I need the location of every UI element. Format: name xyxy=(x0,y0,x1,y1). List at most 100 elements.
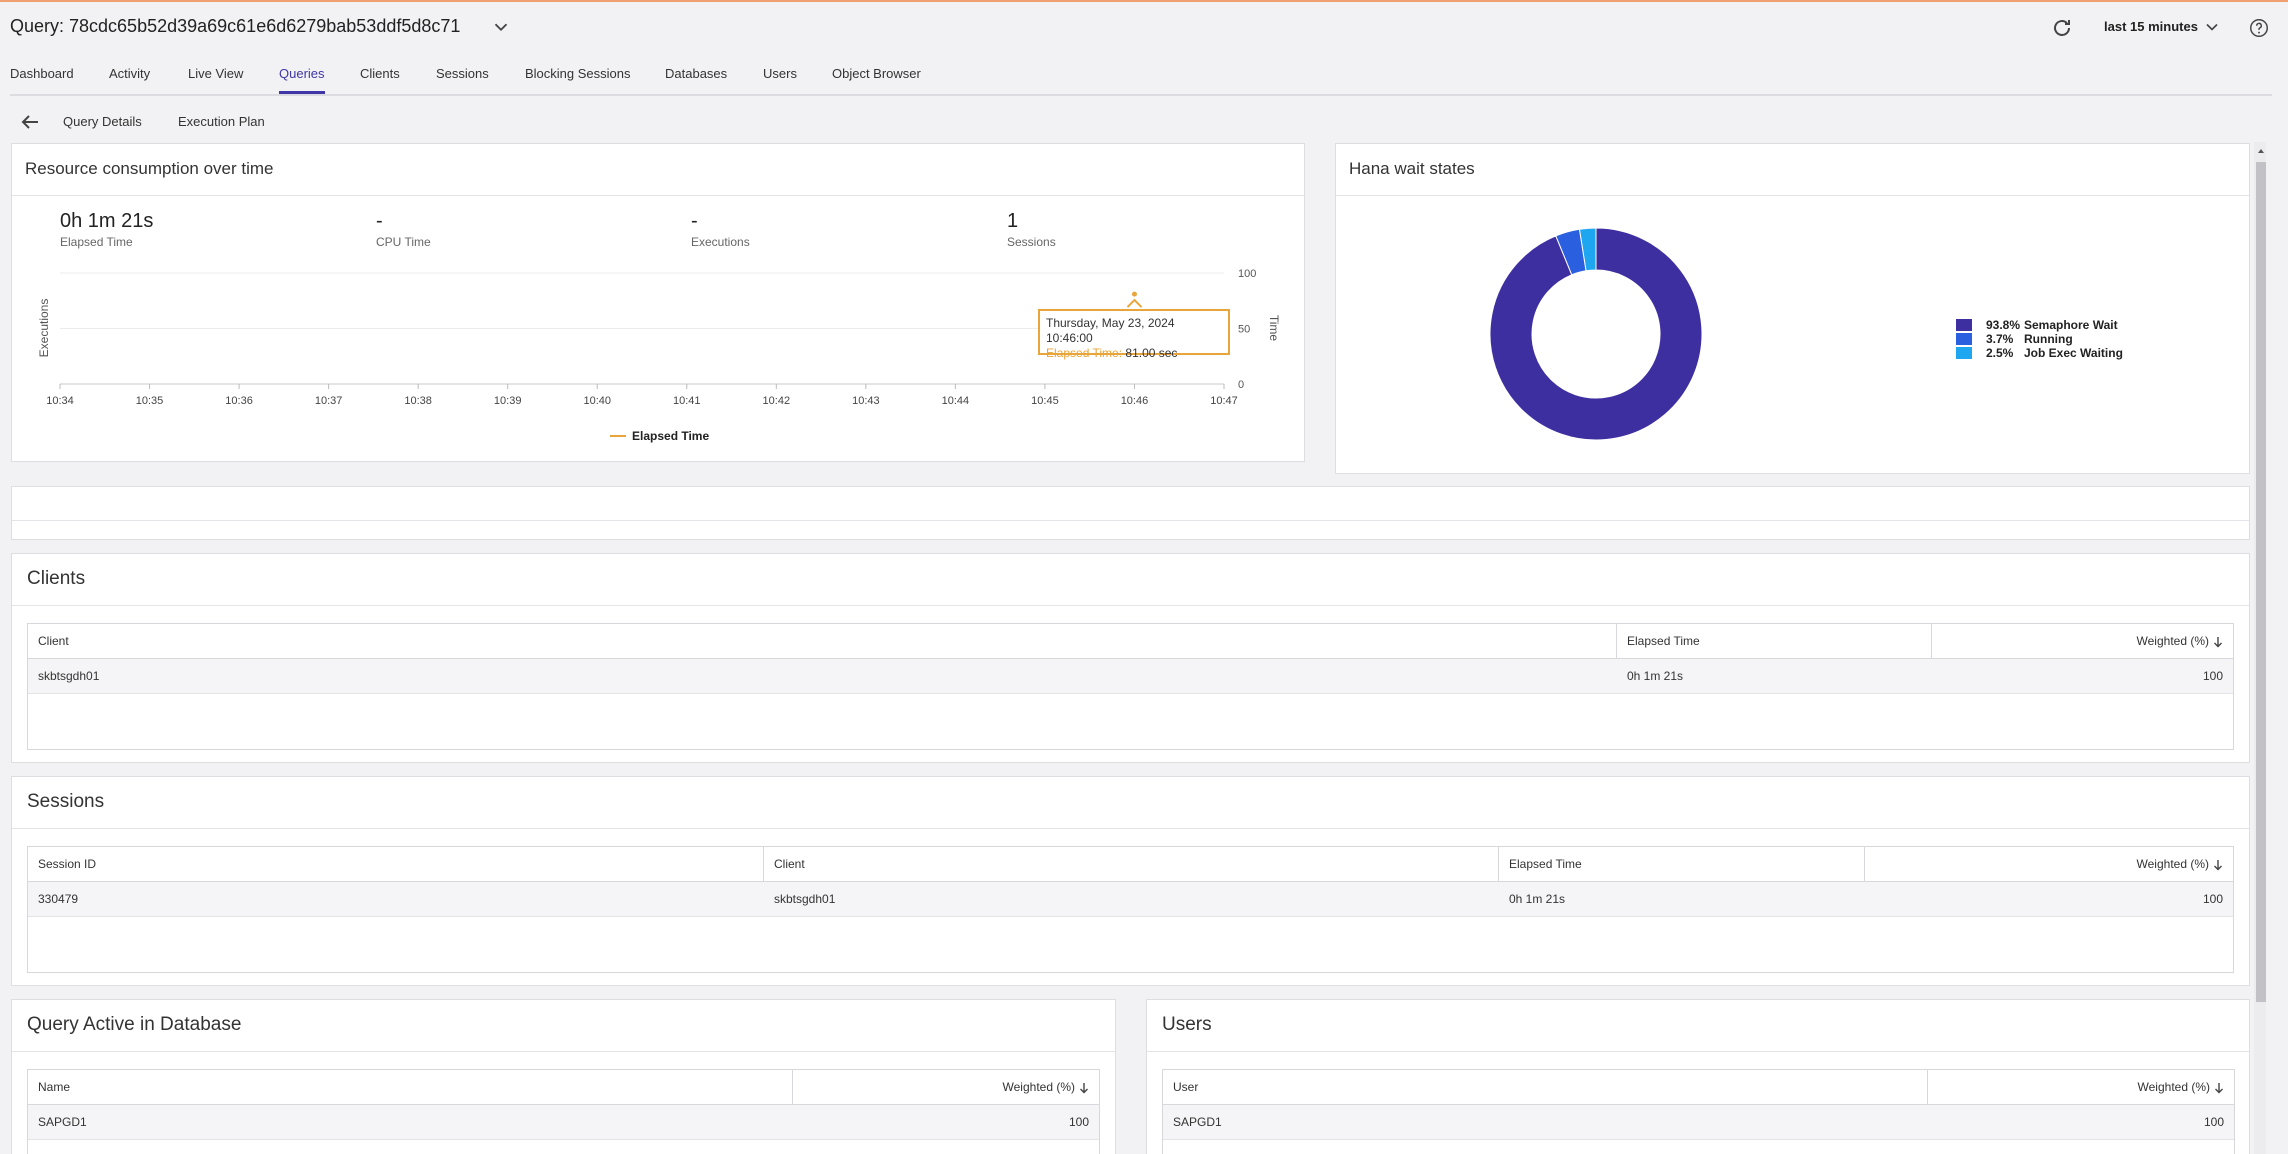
kpi-label: Elapsed Time xyxy=(60,235,133,249)
y2-tick-label: 0 xyxy=(1238,379,1244,391)
table-row[interactable]: 330479 skbtsgdh01 0h 1m 21s 100 xyxy=(28,882,2233,917)
column-header-weighted[interactable]: Weighted (%) xyxy=(1932,624,2233,659)
tooltip-date: Thursday, May 23, 2024 10:46:00 xyxy=(1046,316,1175,345)
y2-tick-label: 50 xyxy=(1238,324,1250,336)
sort-down-icon[interactable] xyxy=(1079,1082,1089,1094)
tab-activity[interactable]: Activity xyxy=(109,66,151,81)
legend-swatch xyxy=(1956,319,1972,331)
refresh-icon[interactable] xyxy=(2050,16,2074,40)
donut-legend: 93.8% Semaphore Wait 3.7% Running 2.5% Job Ex… xyxy=(1956,318,2216,369)
scrollbar-thumb[interactable] xyxy=(2256,162,2266,1002)
column-header-label: Weighted (%) xyxy=(2136,634,2209,648)
column-header-weighted[interactable]: Weighted (%) xyxy=(1928,1070,2234,1105)
tab-queries[interactable]: Queries xyxy=(279,66,325,94)
legend-percent: 3.7% xyxy=(1986,332,2014,346)
tab-clients[interactable]: Clients xyxy=(360,66,400,81)
column-header-client[interactable]: Client xyxy=(764,847,1499,882)
x-tick-label: 10:47 xyxy=(1210,395,1238,407)
x-tick-label: 10:38 xyxy=(404,395,432,407)
table-header: Name Weighted (%) xyxy=(28,1070,1099,1105)
x-tick-label: 10:34 xyxy=(46,395,74,407)
cell-weighted: 100 xyxy=(2203,1115,2224,1129)
chevron-down-icon[interactable] xyxy=(490,16,512,38)
cell-weighted: 100 xyxy=(1068,1115,1089,1129)
x-tick-label: 10:42 xyxy=(763,395,791,407)
kpi-executions: - Executions xyxy=(691,210,750,249)
query-db-title: Query Active in Database xyxy=(12,1000,1115,1052)
tab-sessions[interactable]: Sessions xyxy=(436,66,489,81)
subtab-query-details[interactable]: Query Details xyxy=(63,114,142,129)
kpi-value: - xyxy=(376,210,383,232)
cell-elapsed-time: 0h 1m 21s xyxy=(1509,892,1566,906)
column-header-label: Weighted (%) xyxy=(1002,1080,1075,1094)
x-tick-label: 10:45 xyxy=(1031,395,1059,407)
top-bar: Query: 78cdc65b52d39a69c61e6d6279bab53dd… xyxy=(0,2,2288,54)
cell-name: SAPGD1 xyxy=(38,1115,87,1129)
users-table: User Weighted (%) SAPGD1 100 xyxy=(1162,1069,2235,1154)
tooltip-pointer xyxy=(1126,298,1143,308)
cell-session-id: 330479 xyxy=(38,892,79,906)
clients-panel: Clients Client Elapsed Time Weighted (%)… xyxy=(11,553,2250,763)
tooltip-label: Elapsed Time: xyxy=(1046,346,1123,360)
legend-label: Running xyxy=(2024,332,2073,346)
x-tick-label: 10:44 xyxy=(942,395,970,407)
sort-down-icon[interactable] xyxy=(2213,636,2223,648)
tab-users[interactable]: Users xyxy=(763,66,797,81)
column-header-weighted[interactable]: Weighted (%) xyxy=(1865,847,2233,882)
table-header: User Weighted (%) xyxy=(1163,1070,2234,1105)
tooltip-value: 81.00 sec xyxy=(1125,346,1178,360)
kpi-value: - xyxy=(691,210,698,232)
time-range-select[interactable]: last 15 minutes xyxy=(2104,19,2198,34)
clients-table: Client Elapsed Time Weighted (%) skbtsgd… xyxy=(27,623,2234,750)
column-header-user[interactable]: User xyxy=(1163,1070,1928,1105)
tab-dashboard[interactable]: Dashboard xyxy=(10,66,74,81)
main-nav: Dashboard Activity Live View Queries Cli… xyxy=(10,64,2272,96)
column-header-elapsed-time[interactable]: Elapsed Time xyxy=(1499,847,1865,882)
scroll-up-arrow-icon[interactable] xyxy=(2256,146,2266,156)
legend-swatch xyxy=(1956,347,1972,359)
resource-panel: Resource consumption over time 0h 1m 21s… xyxy=(11,143,1305,462)
users-panel: Users User Weighted (%) SAPGD1 100 xyxy=(1146,999,2250,1154)
data-point xyxy=(1131,291,1137,297)
kpi-label: Executions xyxy=(691,235,750,249)
x-tick-label: 10:36 xyxy=(225,395,253,407)
subtab-execution-plan[interactable]: Execution Plan xyxy=(178,114,265,129)
legend-percent: 2.5% xyxy=(1986,346,2014,360)
tab-object-browser[interactable]: Object Browser xyxy=(832,66,921,81)
cell-elapsed-time: 0h 1m 21s xyxy=(1627,669,1684,683)
chart-tooltip: Thursday, May 23, 2024 10:46:00 Elapsed … xyxy=(1038,309,1230,360)
chevron-down-icon[interactable] xyxy=(2202,17,2222,37)
help-icon[interactable] xyxy=(2248,17,2270,39)
table-row[interactable]: SAPGD1 100 xyxy=(28,1105,1099,1140)
column-header-elapsed-time[interactable]: Elapsed Time xyxy=(1617,624,1932,659)
column-header-session-id[interactable]: Session ID xyxy=(28,847,764,882)
donut-slice xyxy=(1489,227,1703,441)
legend-label: Job Exec Waiting xyxy=(2024,346,2123,360)
table-row[interactable]: SAPGD1 100 xyxy=(1163,1105,2234,1140)
table-row[interactable]: skbtsgdh01 0h 1m 21s 100 xyxy=(28,659,2233,694)
tab-live-view[interactable]: Live View xyxy=(188,66,244,81)
tab-blocking-sessions[interactable]: Blocking Sessions xyxy=(525,66,631,81)
sort-down-icon[interactable] xyxy=(2213,859,2223,871)
line-chart: 0 50 100 10:34 10:35 10:36 10:37 10:38 10:39 10:4… xyxy=(37,268,1281,443)
sessions-title: Sessions xyxy=(12,777,2249,829)
tab-databases[interactable]: Databases xyxy=(665,66,728,81)
back-arrow-icon[interactable] xyxy=(18,110,42,134)
empty-strip-panel xyxy=(11,486,2250,540)
y2-tick-label: 100 xyxy=(1238,268,1256,280)
x-tick-label: 10:43 xyxy=(852,395,880,407)
wait-states-title: Hana wait states xyxy=(1336,144,2249,196)
column-header-weighted[interactable]: Weighted (%) xyxy=(793,1070,1099,1105)
sessions-panel: Sessions Session ID Client Elapsed Time … xyxy=(11,776,2250,986)
kpi-label: CPU Time xyxy=(376,235,431,249)
column-header-client[interactable]: Client xyxy=(28,624,1617,659)
page-title: Query: 78cdc65b52d39a69c61e6d6279bab53dd… xyxy=(10,16,461,36)
users-title: Users xyxy=(1147,1000,2249,1052)
sessions-table: Session ID Client Elapsed Time Weighted … xyxy=(27,846,2234,973)
kpi-value: 0h 1m 21s xyxy=(60,210,154,232)
y-axis-label: Executions xyxy=(37,299,51,358)
column-header-name[interactable]: Name xyxy=(28,1070,793,1105)
sort-down-icon[interactable] xyxy=(2214,1082,2224,1094)
cell-client: skbtsgdh01 xyxy=(38,669,100,683)
legend-swatch xyxy=(1956,333,1972,345)
